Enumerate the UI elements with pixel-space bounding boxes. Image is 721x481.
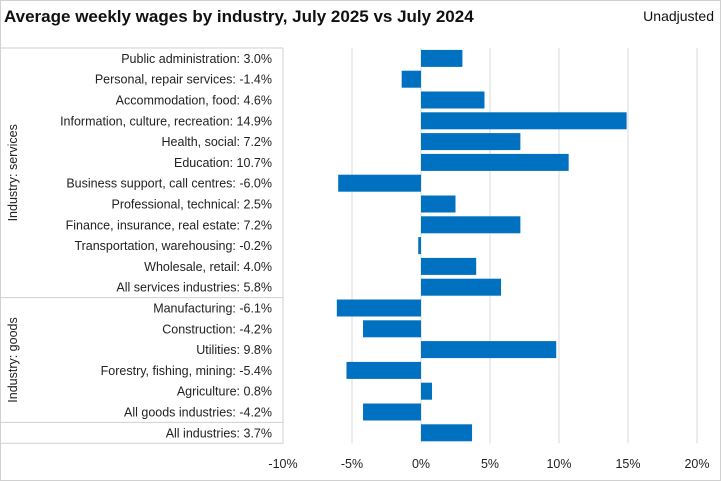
category-label: Professional, technical: 2.5% bbox=[111, 198, 272, 212]
bar bbox=[421, 216, 521, 234]
category-label: Personal, repair services: -1.4% bbox=[95, 73, 272, 87]
x-tick-label: 5% bbox=[481, 457, 499, 471]
x-tick-label: 10% bbox=[546, 457, 571, 471]
bar bbox=[421, 424, 473, 442]
category-label: Public administration: 3.0% bbox=[121, 52, 272, 66]
bar bbox=[421, 382, 433, 400]
category-label: All goods industries: -4.2% bbox=[124, 406, 272, 420]
category-label: Forestry, fishing, mining: -5.4% bbox=[101, 364, 272, 378]
bar bbox=[421, 257, 477, 275]
bar bbox=[421, 49, 463, 67]
bar bbox=[338, 174, 421, 192]
x-tick-label: -5% bbox=[341, 457, 363, 471]
category-label: Agriculture: 0.8% bbox=[177, 385, 272, 399]
bar bbox=[336, 299, 421, 317]
category-label: Wholesale, retail: 4.0% bbox=[144, 260, 272, 274]
bar bbox=[421, 278, 502, 296]
category-label: Utilities: 9.8% bbox=[196, 343, 272, 357]
category-label: Education: 10.7% bbox=[174, 156, 272, 170]
category-label: Business support, call centres: -6.0% bbox=[66, 177, 272, 191]
bar bbox=[421, 133, 521, 151]
category-label: Accommodation, food: 4.6% bbox=[116, 94, 272, 108]
category-label: Manufacturing: -6.1% bbox=[153, 302, 272, 316]
category-label: All industries: 3.7% bbox=[166, 426, 272, 440]
bar bbox=[401, 70, 421, 88]
bar bbox=[418, 237, 421, 255]
category-label: Finance, insurance, real estate: 7.2% bbox=[66, 218, 272, 232]
group-label: Industry: goods bbox=[6, 317, 20, 402]
bar bbox=[421, 112, 627, 130]
x-tick-label: 20% bbox=[684, 457, 709, 471]
x-tick-label: 0% bbox=[412, 457, 430, 471]
bar bbox=[421, 341, 557, 359]
bar bbox=[363, 320, 421, 338]
bar bbox=[421, 195, 456, 213]
category-label: All services industries: 5.8% bbox=[116, 281, 272, 295]
bar bbox=[363, 403, 421, 421]
bar bbox=[421, 153, 569, 171]
category-label: Construction: -4.2% bbox=[162, 322, 272, 336]
chart-title: Average weekly wages by industry, July 2… bbox=[4, 7, 474, 26]
group-label: Industry: services bbox=[6, 124, 20, 221]
category-label: Health, social: 7.2% bbox=[162, 135, 272, 149]
x-tick-label: 15% bbox=[615, 457, 640, 471]
bar bbox=[421, 91, 485, 109]
category-label: Information, culture, recreation: 14.9% bbox=[60, 114, 272, 128]
bar bbox=[346, 361, 421, 379]
category-label: Transportation, warehousing: -0.2% bbox=[74, 239, 272, 253]
chart-note: Unadjusted bbox=[643, 8, 714, 24]
x-tick-label: -10% bbox=[268, 457, 297, 471]
